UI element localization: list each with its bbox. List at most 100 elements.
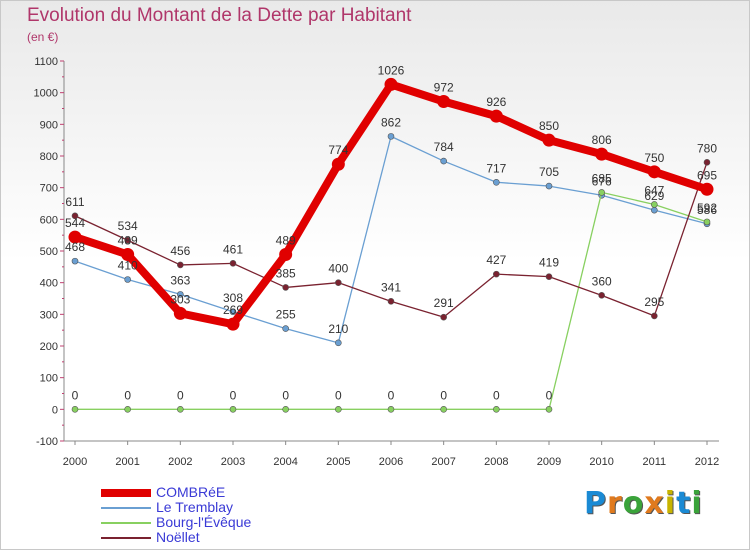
data-label: 468 — [65, 240, 85, 254]
data-label: 806 — [592, 133, 612, 147]
logo-letter: o — [622, 486, 645, 521]
x-tick-label: 2006 — [379, 456, 403, 468]
data-label: 0 — [177, 388, 184, 402]
data-point — [279, 247, 293, 261]
data-label: 210 — [328, 322, 348, 336]
data-label: 303 — [170, 292, 190, 306]
data-label: 0 — [72, 388, 79, 402]
chart-title: Evolution du Montant de la Dette par Hab… — [27, 5, 412, 26]
x-tick-label: 2003 — [221, 456, 245, 468]
data-label: 400 — [328, 262, 348, 276]
data-point — [545, 182, 553, 190]
data-point — [493, 270, 500, 278]
data-point — [387, 133, 395, 140]
data-label: 489 — [276, 233, 296, 247]
data-label: 410 — [118, 259, 138, 273]
data-point — [440, 313, 447, 321]
data-label: 676 — [592, 174, 612, 188]
data-label: 255 — [276, 308, 296, 322]
data-point — [68, 230, 82, 244]
data-label: 456 — [170, 244, 190, 258]
x-tick-label: 2009 — [537, 456, 561, 468]
proxiti-logo: Proxiti — [584, 486, 703, 521]
data-label: 385 — [276, 266, 296, 280]
y-tick-label: 500 — [40, 246, 58, 258]
data-label: 0 — [124, 388, 131, 402]
data-point — [282, 325, 289, 332]
data-label: 611 — [65, 195, 84, 209]
data-label: 534 — [118, 219, 138, 233]
y-tick-label: 100 — [40, 373, 58, 385]
data-point — [282, 284, 289, 291]
data-label: 0 — [282, 388, 289, 402]
legend-entry: Bourg-l'Évêque — [101, 514, 321, 531]
data-label: 647 — [644, 183, 664, 197]
data-point — [71, 406, 79, 413]
data-label: 461 — [223, 242, 243, 256]
data-label: 291 — [434, 296, 454, 310]
data-point — [437, 95, 451, 109]
y-tick-label: 700 — [40, 183, 58, 195]
data-point — [440, 157, 447, 165]
y-tick-label: 600 — [40, 214, 58, 226]
data-label: 0 — [388, 388, 395, 402]
legend-swatch — [101, 537, 151, 539]
data-label: 750 — [644, 151, 664, 165]
y-tick-label: -100 — [36, 436, 58, 448]
data-point — [700, 182, 714, 196]
data-point — [177, 261, 184, 269]
data-point — [173, 306, 187, 320]
data-label: 0 — [546, 388, 553, 402]
data-point — [335, 279, 342, 286]
y-tick-label: 200 — [40, 341, 58, 353]
data-point — [651, 201, 658, 208]
x-tick-label: 2011 — [643, 456, 667, 468]
data-label: 0 — [230, 388, 237, 402]
data-label: 784 — [434, 140, 454, 154]
data-label: 1026 — [378, 63, 405, 77]
data-label: 360 — [592, 274, 612, 288]
legend-swatch — [101, 522, 151, 524]
data-point — [598, 189, 605, 196]
data-point — [226, 317, 240, 331]
x-tick-label: 2005 — [326, 456, 350, 468]
data-label: 0 — [440, 388, 447, 402]
data-label: 419 — [539, 256, 559, 270]
y-tick-label: 0 — [52, 404, 58, 416]
data-point — [545, 273, 553, 280]
data-point — [229, 308, 237, 316]
logo-letter: r — [607, 486, 623, 521]
data-label: 780 — [697, 141, 717, 155]
data-label: 705 — [539, 165, 559, 179]
legend-label: Bourg-l'Évêque — [156, 514, 252, 530]
chart-legend: COMBRéE Le Tremblay Bourg-l'Évêque Noëllet — [101, 484, 321, 546]
logo-letter: t — [676, 486, 692, 521]
logo-letter: P — [584, 486, 607, 521]
data-point — [177, 406, 184, 413]
data-label: 308 — [223, 291, 243, 305]
data-point — [124, 276, 131, 283]
legend-swatch — [101, 489, 151, 497]
data-point — [71, 212, 79, 220]
data-point — [647, 165, 661, 179]
data-point — [335, 339, 342, 347]
data-point — [493, 178, 500, 186]
data-point — [598, 292, 605, 299]
x-tick-label: 2010 — [589, 456, 613, 468]
data-point — [595, 147, 609, 161]
data-point — [489, 109, 503, 123]
y-tick-label: 800 — [40, 151, 58, 163]
data-point — [542, 133, 556, 147]
data-label: 489 — [118, 233, 138, 247]
data-label: 544 — [65, 216, 85, 230]
x-tick-label: 2007 — [431, 456, 455, 468]
data-label: 926 — [486, 95, 506, 109]
chart-subtitle: (en €) — [27, 30, 59, 44]
x-tick-label: 2001 — [115, 456, 139, 468]
x-tick-label: 2004 — [273, 456, 297, 468]
data-label: 586 — [697, 203, 717, 217]
data-point — [440, 406, 447, 413]
legend-swatch — [101, 507, 151, 509]
series-line — [74, 135, 708, 344]
